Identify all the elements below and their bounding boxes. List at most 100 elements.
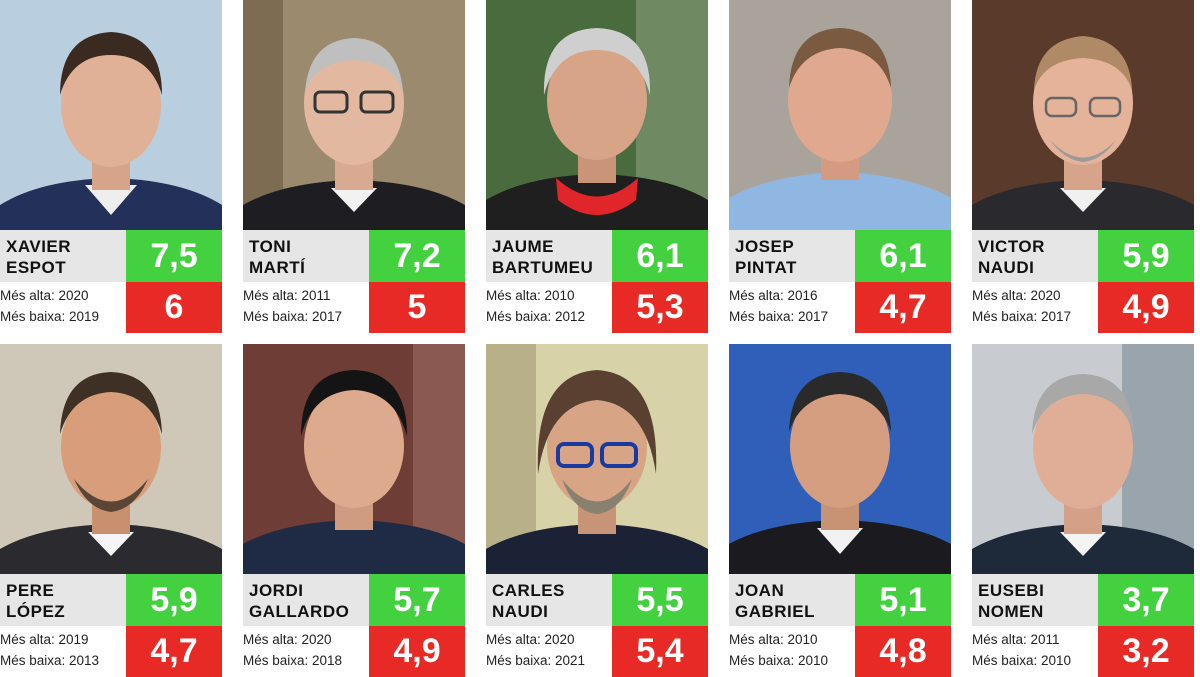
person-name: EUSEBI NOMEN (972, 574, 1098, 626)
name-last: MARTÍ (249, 258, 306, 277)
name-first: VICTOR (978, 237, 1045, 256)
rating-panel: EUSEBI NOMEN 3,7 Més alta: 2011 Més baix… (972, 574, 1194, 677)
rating-panel: JOSEP PINTAT 6,1 Més alta: 2016 Més baix… (729, 230, 951, 333)
score-years: Més alta: 2011 Més baixa: 2010 (972, 626, 1098, 677)
portrait-photo (972, 344, 1194, 574)
name-first: JOAN (735, 581, 785, 600)
score-years: Més alta: 2016 Més baixa: 2017 (729, 282, 855, 333)
portrait-placeholder-icon (486, 0, 708, 230)
lowest-year: Més baixa: 2021 (486, 653, 586, 668)
lowest-score-badge: 5,3 (612, 282, 708, 333)
highest-year: Més alta: 2020 (0, 288, 89, 303)
name-first: EUSEBI (978, 581, 1045, 600)
highest-year: Més alta: 2010 (729, 632, 818, 647)
score-years: Més alta: 2010 Més baixa: 2012 (486, 282, 612, 333)
lowest-year: Més baixa: 2013 (0, 653, 100, 668)
lowest-score-badge: 4,7 (126, 626, 222, 677)
name-last: BARTUMEU (492, 258, 594, 277)
highest-score-badge: 6,1 (855, 230, 951, 282)
person-name: JOSEP PINTAT (729, 230, 855, 282)
portrait-photo (243, 344, 465, 574)
highest-year: Més alta: 2020 (243, 632, 332, 647)
highest-score-badge: 5,9 (1098, 230, 1194, 282)
name-first: TONI (249, 237, 292, 256)
person-name: JORDI GALLARDO (243, 574, 369, 626)
portrait-photo (486, 344, 708, 574)
lowest-year: Més baixa: 2017 (729, 309, 829, 324)
score-years: Més alta: 2010 Més baixa: 2010 (729, 626, 855, 677)
portrait-placeholder-icon (0, 344, 222, 574)
portrait-placeholder-icon (729, 344, 951, 574)
person-name: CARLES NAUDI (486, 574, 612, 626)
person-card-toni-marti: TONI MARTÍ 7,2 Més alta: 2011 Més baixa:… (243, 0, 465, 333)
person-name: XAVIER ESPOT (0, 230, 126, 282)
lowest-score-badge: 6 (126, 282, 222, 333)
lowest-year: Més baixa: 2017 (243, 309, 343, 324)
portrait-photo (0, 0, 222, 230)
lowest-year: Més baixa: 2010 (972, 653, 1072, 668)
rating-panel: PERE LÓPEZ 5,9 Més alta: 2019 Més baixa:… (0, 574, 222, 677)
name-last: NOMEN (978, 602, 1044, 621)
lowest-score-badge: 4,8 (855, 626, 951, 677)
person-card-victor-naudi: VICTOR NAUDI 5,9 Més alta: 2020 Més baix… (972, 0, 1194, 333)
portrait-photo (0, 344, 222, 574)
portrait-placeholder-icon (972, 344, 1194, 574)
lowest-score-badge: 4,9 (1098, 282, 1194, 333)
person-card-joan-gabriel: JOAN GABRIEL 5,1 Més alta: 2010 Més baix… (729, 344, 951, 677)
lowest-score-badge: 5 (369, 282, 465, 333)
highest-year: Més alta: 2010 (486, 288, 575, 303)
rating-panel: JOAN GABRIEL 5,1 Més alta: 2010 Més baix… (729, 574, 951, 677)
lowest-year: Més baixa: 2010 (729, 653, 829, 668)
person-name: PERE LÓPEZ (0, 574, 126, 626)
rating-panel: CARLES NAUDI 5,5 Més alta: 2020 Més baix… (486, 574, 708, 677)
highest-year: Més alta: 2011 (972, 632, 1060, 647)
lowest-year: Més baixa: 2017 (972, 309, 1072, 324)
rating-panel: VICTOR NAUDI 5,9 Més alta: 2020 Més baix… (972, 230, 1194, 333)
highest-score-badge: 5,1 (855, 574, 951, 626)
lowest-score-badge: 3,2 (1098, 626, 1194, 677)
portrait-placeholder-icon (972, 0, 1194, 230)
score-years: Més alta: 2020 Més baixa: 2018 (243, 626, 369, 677)
rating-panel: JAUME BARTUMEU 6,1 Més alta: 2010 Més ba… (486, 230, 708, 333)
person-card-jaume-bartumeu: JAUME BARTUMEU 6,1 Més alta: 2010 Més ba… (486, 0, 708, 333)
score-years: Més alta: 2019 Més baixa: 2013 (0, 626, 126, 677)
name-last: GABRIEL (735, 602, 815, 621)
person-name: JAUME BARTUMEU (486, 230, 612, 282)
portrait-photo (243, 0, 465, 230)
portrait-photo (486, 0, 708, 230)
person-name: VICTOR NAUDI (972, 230, 1098, 282)
lowest-score-badge: 4,9 (369, 626, 465, 677)
name-last: GALLARDO (249, 602, 350, 621)
name-first: JOSEP (735, 237, 795, 256)
highest-year: Més alta: 2011 (243, 288, 331, 303)
name-first: JAUME (492, 237, 555, 256)
highest-score-badge: 6,1 (612, 230, 708, 282)
portrait-photo (729, 344, 951, 574)
name-first: JORDI (249, 581, 304, 600)
portrait-placeholder-icon (486, 344, 708, 574)
name-last: NAUDI (492, 602, 549, 621)
rating-panel: XAVIER ESPOT 7,5 Més alta: 2020 Més baix… (0, 230, 222, 333)
name-first: XAVIER (6, 237, 72, 256)
portrait-placeholder-icon (243, 344, 465, 574)
highest-year: Més alta: 2019 (0, 632, 89, 647)
portrait-placeholder-icon (0, 0, 222, 230)
lowest-score-badge: 5,4 (612, 626, 708, 677)
name-last: ESPOT (6, 258, 67, 277)
name-last: PINTAT (735, 258, 797, 277)
highest-score-badge: 7,5 (126, 230, 222, 282)
lowest-score-badge: 4,7 (855, 282, 951, 333)
highest-score-badge: 7,2 (369, 230, 465, 282)
highest-year: Més alta: 2016 (729, 288, 818, 303)
name-first: PERE (6, 581, 55, 600)
person-card-pere-lopez: PERE LÓPEZ 5,9 Més alta: 2019 Més baixa:… (0, 344, 222, 677)
person-name: JOAN GABRIEL (729, 574, 855, 626)
rating-panel: JORDI GALLARDO 5,7 Més alta: 2020 Més ba… (243, 574, 465, 677)
person-card-eusebi-nomen: EUSEBI NOMEN 3,7 Més alta: 2011 Més baix… (972, 344, 1194, 677)
score-years: Més alta: 2020 Més baixa: 2017 (972, 282, 1098, 333)
lowest-year: Més baixa: 2018 (243, 653, 343, 668)
lowest-year: Més baixa: 2012 (486, 309, 586, 324)
person-name: TONI MARTÍ (243, 230, 369, 282)
highest-score-badge: 5,7 (369, 574, 465, 626)
